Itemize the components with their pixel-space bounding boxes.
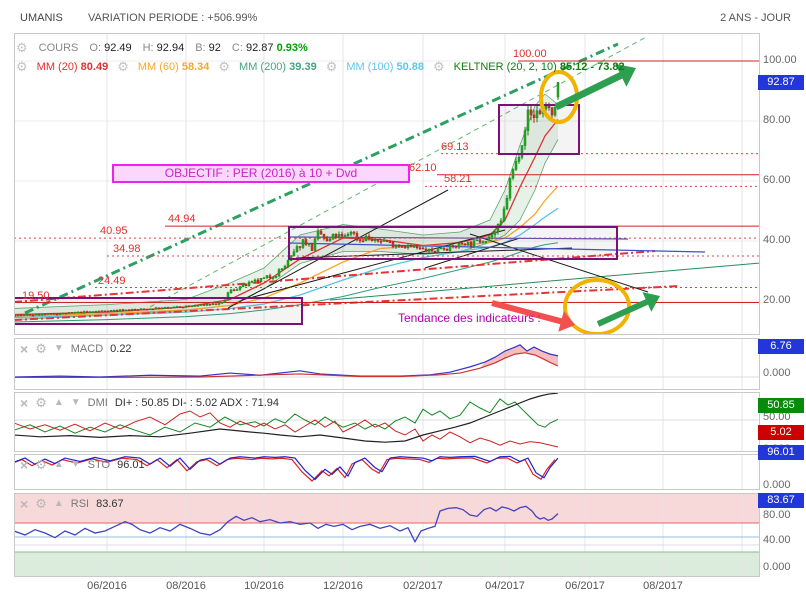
gear-icon[interactable]: ⚙ xyxy=(35,395,47,410)
sto-label: STO xyxy=(87,458,111,471)
gear-icon[interactable]: ⚙ xyxy=(117,59,129,74)
overlay-label: MM (60) 58.34 xyxy=(137,60,210,73)
macd-label: MACD xyxy=(70,342,104,355)
x-axis-tick-label: 06/2017 xyxy=(565,580,605,592)
macd-panel-header: × ⚙ ▼ MACD 0.22 xyxy=(20,340,132,357)
overlay-label: MM (20) 80.49 xyxy=(36,60,109,73)
overlay-label: KELTNER (20, 2, 10) 85.12 - 73.82 xyxy=(453,60,625,73)
last-price-badge: 92.87 xyxy=(758,75,804,90)
high-label: H: xyxy=(142,41,154,54)
rsi-panel-header: × ⚙ ▲ RSI 83.67 xyxy=(20,495,124,512)
macd-axis-label: 0.000 xyxy=(763,367,791,379)
gear-icon[interactable]: ⚙ xyxy=(218,59,231,74)
open-label: O: xyxy=(89,41,102,54)
trend-indicators-label: Tendance des indicateurs : xyxy=(398,311,541,325)
rsi-label: RSI xyxy=(70,497,90,510)
down-arrow-icon[interactable]: ▼ xyxy=(53,342,64,354)
gear-icon[interactable]: ⚙ xyxy=(433,59,445,74)
quote-row: ⚙ COURS O: 92.49 H: 92.94 B: 92 C: 92.87… xyxy=(16,41,308,54)
price-level-label: 40.95 xyxy=(100,225,128,238)
price-axis-label: 100.00 xyxy=(763,54,797,66)
gear-icon[interactable]: ⚙ xyxy=(35,496,47,511)
high-value: 92.94 xyxy=(156,41,185,54)
up-arrow-icon[interactable]: ▲ xyxy=(53,396,64,408)
gear-icon[interactable]: ⚙ xyxy=(16,59,28,74)
sto-axis-label: 0.000 xyxy=(763,479,791,491)
rsi-value-badge: 83.67 xyxy=(758,493,804,508)
x-axis-tick-label: 04/2017 xyxy=(485,580,525,592)
sto-value: 96.01 xyxy=(117,458,145,471)
overlay-label: MM (200) 39.39 xyxy=(239,60,317,73)
objective-annotation: OBJECTIF : PER (2016) à 10 + Dvd xyxy=(112,164,410,183)
quote-name: COURS xyxy=(38,41,79,54)
main-chart-surface[interactable] xyxy=(14,33,760,335)
x-axis-tick-label: 06/2016 xyxy=(87,580,127,592)
price-level-label: 62.10 xyxy=(409,161,437,174)
period-variation-label: VARIATION PERIODE : +506.99% xyxy=(88,12,258,24)
price-axis-label: 80.00 xyxy=(763,114,791,126)
x-axis-tick-label: 12/2016 xyxy=(323,580,363,592)
close-icon[interactable]: × xyxy=(20,456,29,473)
close-value: 92.87 xyxy=(245,41,274,54)
price-level-label: 34.98 xyxy=(113,243,141,256)
close-icon[interactable]: × xyxy=(20,495,29,512)
price-axis-label: 60.00 xyxy=(763,174,791,186)
sto-value-badge: 96.01 xyxy=(758,445,804,460)
price-axis-label: 20.00 xyxy=(763,294,791,306)
overlay-label: MM (100) 50.88 xyxy=(346,60,424,73)
close-icon[interactable]: × xyxy=(20,340,29,357)
instrument-name: UMANIS xyxy=(20,12,63,24)
price-level-label: 100.00 xyxy=(513,48,547,60)
low-label: B: xyxy=(195,41,206,54)
price-axis-label: 40.00 xyxy=(763,234,791,246)
macd-value-badge: 6.76 xyxy=(758,339,804,354)
open-value: 92.49 xyxy=(104,41,132,54)
gear-icon[interactable]: ⚙ xyxy=(35,341,47,356)
rsi-axis-label: 0.000 xyxy=(763,561,791,573)
dmi-panel-header: × ⚙ ▲ ▼ DMI DI+ : 50.85 DI- : 5.02 ADX : 71.9… xyxy=(20,394,280,411)
x-axis-tick-label: 10/2016 xyxy=(244,580,284,592)
overlay-settings-row: ⚙ MM (20) 80.49 ⚙ MM (60) 58.34 ⚙ MM (200) 39… xyxy=(16,60,625,73)
dmi-axis-label: 50.00 xyxy=(763,411,791,423)
up-arrow-icon[interactable]: ▲ xyxy=(53,497,64,509)
dmi-value-badge: 5.02 xyxy=(758,425,804,440)
rsi-axis-label: 80.00 xyxy=(763,509,791,521)
dmi-label: DMI xyxy=(87,396,108,409)
close-icon[interactable]: × xyxy=(20,394,29,411)
down-arrow-icon[interactable]: ▼ xyxy=(70,458,81,470)
rsi-value: 83.67 xyxy=(96,497,124,510)
x-axis-tick-label: 02/2017 xyxy=(403,580,443,592)
x-axis-tick-label: 08/2016 xyxy=(166,580,206,592)
gear-icon[interactable]: ⚙ xyxy=(16,40,28,55)
sto-panel-header: × ⚙ ▲ ▼ STO 96.01 xyxy=(20,456,145,473)
down-arrow-icon[interactable]: ▼ xyxy=(70,396,81,408)
macd-value: 0.22 xyxy=(110,342,132,355)
dmi-value-badge: 50.85 xyxy=(758,398,804,413)
rsi-axis-label: 40.00 xyxy=(763,534,791,546)
gear-icon[interactable]: ⚙ xyxy=(35,457,47,472)
price-level-label: 24.49 xyxy=(98,274,126,287)
low-value: 92 xyxy=(208,41,221,54)
gear-icon[interactable]: ⚙ xyxy=(325,59,338,74)
x-axis-tick-label: 08/2017 xyxy=(643,580,683,592)
price-level-label: 44.94 xyxy=(168,213,196,226)
price-level-label: 58.21 xyxy=(444,173,472,186)
price-level-label: 69.13 xyxy=(441,140,469,153)
top-bar: UMANIS VARIATION PERIODE : +506.99% 2 AN… xyxy=(0,12,806,32)
dmi-value: DI+ : 50.85 DI- : 5.02 ADX : 71.94 xyxy=(114,396,280,409)
price-level-label: 19.50 xyxy=(22,289,50,302)
close-label: C: xyxy=(231,41,243,54)
timeframe-label: 2 ANS - JOUR xyxy=(720,12,791,24)
up-arrow-icon[interactable]: ▲ xyxy=(53,458,64,470)
rsi-panel-surface[interactable] xyxy=(14,493,760,577)
change-percent: 0.93% xyxy=(276,41,308,54)
